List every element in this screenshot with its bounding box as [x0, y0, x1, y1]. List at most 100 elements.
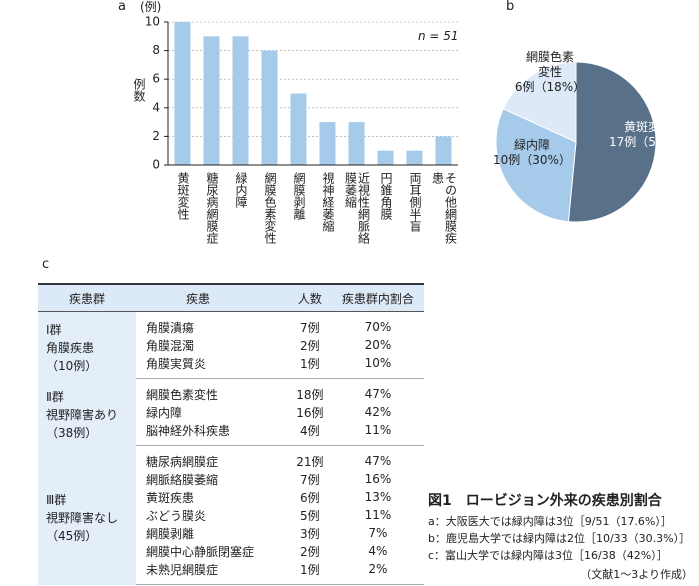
- y-tick-label: 0: [152, 158, 160, 172]
- cell: 黄斑疾患: [146, 490, 195, 505]
- cell: 21例: [296, 454, 324, 469]
- bar: [232, 36, 249, 165]
- row: 角膜混濁 2例 20%: [38, 336, 424, 354]
- cell: 16%: [364, 472, 392, 486]
- slice-label: 黄斑変性 17例（52%）: [603, 120, 693, 150]
- cell: 10%: [331, 354, 424, 379]
- bar: [290, 93, 307, 165]
- x-tick-label: 黄斑変性: [176, 172, 190, 220]
- row: 未熟児網膜症 1例 2%: [38, 560, 424, 585]
- y-tick-label: 6: [152, 72, 160, 86]
- cell: ぶどう膜炎: [146, 508, 207, 523]
- group-label: （45例）: [46, 529, 98, 543]
- slice-category: 網膜色素変性: [525, 50, 574, 79]
- panel-label: c: [42, 257, 50, 272]
- y-axis-label: 例数: [132, 78, 146, 102]
- cell: 未熟児網膜症: [136, 560, 288, 585]
- header-cell: 人数: [287, 283, 332, 312]
- x-tick-label: 糖尿病網膜症: [205, 172, 219, 244]
- cell: 網脈絡膜萎縮: [146, 472, 219, 487]
- cell: 7%: [368, 526, 388, 540]
- pie-slice: [502, 61, 577, 143]
- row: ぶどう膜炎 5例 11%: [38, 506, 424, 524]
- cell: 2例: [300, 338, 320, 353]
- x-tick-label: 近視性網脈絡膜萎縮: [343, 172, 371, 244]
- cell: 1例: [287, 560, 332, 585]
- cell: 20%: [364, 338, 392, 352]
- group-label: （10例）: [46, 359, 98, 374]
- bar: [348, 122, 365, 165]
- slice-label: 網膜色素変性 6例（18%）: [515, 50, 585, 95]
- slice-value: 17例（52%）: [609, 135, 687, 149]
- group-label: 視野障害なし: [46, 511, 119, 525]
- cell: 緑内障: [146, 405, 183, 420]
- caption-source: （文献1～3より作成）: [580, 568, 693, 581]
- caption-title: 図1 ロービジョン外来の疾患別割合: [428, 493, 662, 509]
- panel-label: a: [118, 0, 126, 14]
- cell: 網膜色素変性: [146, 387, 219, 402]
- y-tick-label: 10: [145, 15, 160, 29]
- slice-label: 緑内障 10例（30%）: [487, 138, 577, 168]
- y-tick-label: 2: [152, 129, 160, 143]
- group-label: Ⅱ群: [46, 390, 64, 404]
- header-cell: 疾患群: [38, 283, 136, 312]
- row: Ⅱ群 視野障害あり （38例） 網膜色素変性 18例 47%: [38, 378, 424, 446]
- cell: 糖尿病網膜症: [146, 454, 219, 469]
- cell: 2%: [331, 560, 424, 585]
- cell: 70%: [364, 320, 392, 334]
- row: 黄斑疾患 6例 13%: [38, 488, 424, 506]
- cell: 11%: [331, 421, 424, 446]
- slice-value: 10例（30%）: [493, 153, 571, 167]
- cell: 角膜潰瘍: [146, 320, 195, 335]
- unit-label: (例): [140, 0, 162, 14]
- group-cell: Ⅲ群視野障害なし （45例）: [38, 445, 136, 585]
- cell: 4%: [368, 544, 388, 558]
- row: 網膜中心静脈閉塞症 2例 4%: [38, 542, 424, 560]
- x-tick-label: 網膜剥離: [292, 172, 306, 220]
- slice-value: 6例（18%）: [514, 80, 586, 94]
- cell: 3例: [300, 526, 320, 541]
- group-cell: Ⅰ群 角膜疾患 （10例）: [38, 311, 136, 379]
- cell: 11%: [364, 508, 392, 522]
- x-tick-label: 円錐角膜: [379, 172, 393, 220]
- row: 角膜実質炎 1例 10%: [38, 354, 424, 379]
- cell: 18例: [296, 387, 324, 402]
- cell: 1例: [287, 354, 332, 379]
- cell: 角膜実質炎: [136, 354, 288, 379]
- bar: [261, 50, 278, 165]
- bar: [174, 22, 191, 165]
- cell: 7例: [300, 472, 320, 487]
- cell: 網膜中心静脈閉塞症: [146, 544, 255, 559]
- slice-category: 緑内障: [513, 138, 550, 152]
- row: 脳神経外科疾患 4例 11%: [38, 421, 424, 446]
- x-tick-label: 網膜色素変性: [263, 172, 277, 244]
- caption-line: c：富山大学では緑内障は3位［16/38（42%）］: [428, 549, 668, 562]
- slice-category: 黄斑変性: [623, 120, 672, 134]
- panel-label: b: [506, 0, 515, 14]
- group-cell: Ⅱ群 視野障害あり （38例）: [38, 378, 136, 446]
- group-label: Ⅲ群: [46, 493, 67, 507]
- caption-line: b：鹿児島大学では緑内障は2位［10/33（30.3%）］: [428, 532, 691, 545]
- group-label: Ⅰ群: [46, 323, 62, 338]
- cell: 4例: [287, 421, 332, 446]
- table: 疾患群 疾患 人数 疾患群内割合 Ⅰ群 角膜疾患 （10例） 角膜潰瘍 7例 70% 角膜混濁 2例 2…: [38, 283, 424, 585]
- bar: [406, 150, 423, 165]
- row: Ⅰ群 角膜疾患 （10例） 角膜潰瘍 7例 70%: [38, 311, 424, 379]
- bar: [377, 150, 394, 165]
- header-cell: 疾患: [136, 283, 288, 312]
- cell: 16例: [296, 405, 324, 420]
- x-tick-label: 両耳側半盲: [408, 172, 422, 232]
- bar: [203, 36, 220, 165]
- cell: 脳神経外科疾患: [136, 421, 288, 446]
- y-tick-label: 8: [152, 43, 160, 57]
- pie-slice: [495, 108, 577, 223]
- cell: 角膜混濁: [146, 338, 195, 353]
- cell: 13%: [364, 490, 392, 504]
- charts: 0 2 4 6 8 10: [145, 15, 657, 223]
- cell: 47%: [364, 454, 392, 468]
- row: 網脈絡膜萎縮 7例 16%: [38, 470, 424, 488]
- cell: 42%: [364, 405, 392, 419]
- cell: 網膜剥離: [146, 526, 195, 541]
- header-row: 疾患群 疾患 人数 疾患群内割合: [38, 283, 424, 312]
